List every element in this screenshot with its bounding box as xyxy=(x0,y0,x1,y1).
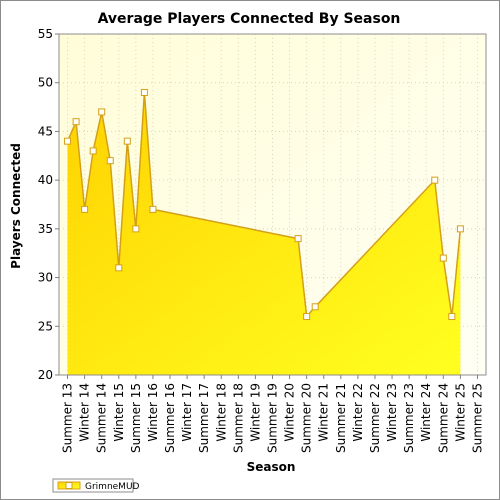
y-tick-label: 50 xyxy=(38,76,53,90)
x-tick-label: Summer 16 xyxy=(163,383,177,453)
x-tick-label: Winter 18 xyxy=(214,383,228,442)
y-tick-label: 25 xyxy=(38,319,53,333)
x-tick-label: Summer 21 xyxy=(334,383,348,453)
data-point xyxy=(431,176,439,184)
x-tick-label: Winter 20 xyxy=(283,383,297,442)
data-point xyxy=(294,235,302,243)
data-point xyxy=(123,137,131,145)
x-tick-label: Winter 25 xyxy=(453,383,467,442)
data-point xyxy=(132,225,140,233)
y-tick-label: 40 xyxy=(38,173,53,187)
x-tick-label: Summer 19 xyxy=(266,383,280,453)
y-tick-label: 30 xyxy=(38,271,53,285)
x-tick-label: Winter 21 xyxy=(317,383,331,442)
data-point xyxy=(311,303,319,311)
x-tick-label: Winter 16 xyxy=(146,383,160,442)
x-tick-label: Winter 15 xyxy=(112,383,126,442)
data-point xyxy=(106,157,114,165)
x-tick-label: Summer 13 xyxy=(61,383,75,453)
x-tick-label: Summer 23 xyxy=(402,383,416,453)
x-tick-label: Summer 25 xyxy=(470,383,484,453)
y-tick-label: 45 xyxy=(38,124,53,138)
data-point xyxy=(98,108,106,116)
y-axis-label: Players Connected xyxy=(9,143,23,269)
x-tick-label: Summer 24 xyxy=(436,383,450,453)
x-tick-label: Summer 22 xyxy=(368,383,382,453)
legend-label-grimnemud: GrimneMUD xyxy=(85,482,140,492)
data-point xyxy=(439,254,447,262)
legend-marker xyxy=(65,482,73,489)
data-point xyxy=(64,137,72,145)
x-tick-label: Summer 17 xyxy=(197,383,211,453)
x-tick-label: Summer 18 xyxy=(231,383,245,453)
plot-area xyxy=(58,33,487,376)
data-points xyxy=(64,88,464,321)
data-point xyxy=(140,88,148,96)
x-tick-label: Summer 15 xyxy=(129,383,143,453)
y-tick-label: 20 xyxy=(38,368,53,382)
x-tick-label: Winter 17 xyxy=(180,383,194,442)
x-tick-label: Summer 20 xyxy=(300,383,314,453)
data-point xyxy=(448,313,456,321)
x-tick-label: Winter 14 xyxy=(78,383,92,442)
y-axis: 20 25 30 35 40 45 50 55 xyxy=(38,27,59,382)
legend: GrimneMUD xyxy=(52,478,140,493)
y-tick-label: 35 xyxy=(38,222,53,236)
x-axis: Summer 13 Winter 14 Summer 14 Winter 15 Summ… xyxy=(61,375,484,453)
x-tick-label: Winter 22 xyxy=(351,383,365,442)
x-tick-label: Winter 23 xyxy=(385,383,399,442)
x-tick-label: Winter 19 xyxy=(248,383,262,442)
data-point xyxy=(72,118,80,126)
data-point xyxy=(89,147,97,155)
x-tick-label: Winter 24 xyxy=(419,383,433,442)
series-line-grimnemud xyxy=(66,92,462,319)
chart-title: Average Players Connected By Season xyxy=(98,11,401,27)
series-area-grimnemud xyxy=(67,92,461,375)
x-tick-label: Summer 14 xyxy=(95,383,109,453)
data-point xyxy=(81,205,89,213)
data-point xyxy=(115,264,123,272)
data-point xyxy=(456,225,464,233)
x-axis-label: Season xyxy=(247,460,296,474)
data-point xyxy=(303,313,311,321)
y-tick-label: 55 xyxy=(38,27,53,41)
data-point xyxy=(149,205,157,213)
